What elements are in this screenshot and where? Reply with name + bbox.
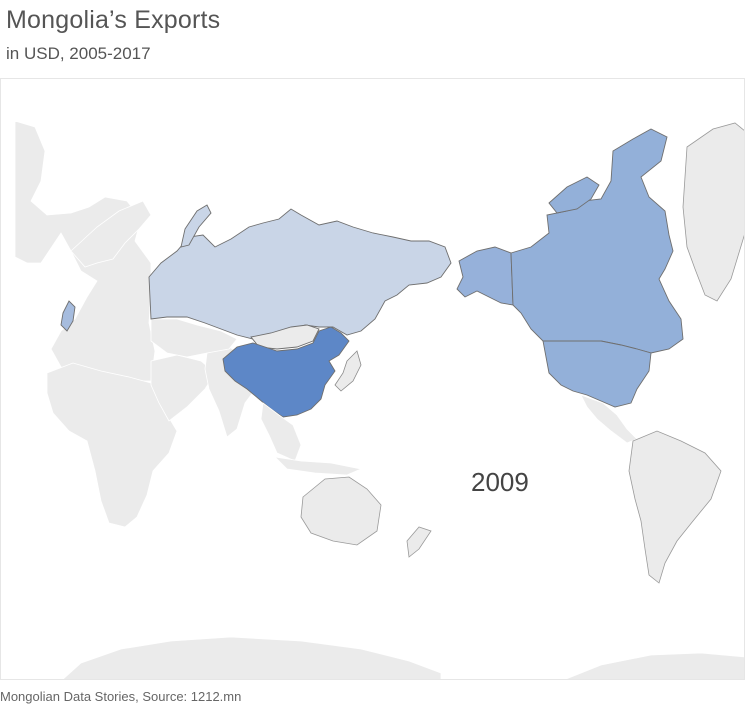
middle-east[interactable]	[150, 354, 216, 422]
novaya-zemlya[interactable]	[180, 204, 212, 248]
country-russia[interactable]	[148, 208, 452, 340]
south-america[interactable]	[628, 430, 722, 584]
source-footer: Mongolian Data Stories, Source: 1212.mn	[0, 689, 242, 704]
australia[interactable]	[300, 476, 382, 546]
arctic-islands[interactable]	[548, 176, 600, 214]
chart-subtitle: in USD, 2005-2017	[6, 44, 151, 63]
indonesia[interactable]	[273, 456, 363, 476]
central-asia[interactable]	[150, 318, 238, 358]
greenland[interactable]	[682, 122, 745, 302]
country-china[interactable]	[222, 326, 350, 418]
chart-title: Mongolia’s Exports	[6, 6, 221, 34]
country-united-kingdom[interactable]	[60, 300, 76, 332]
antarctica-east[interactable]	[561, 652, 745, 680]
antarctica[interactable]	[61, 636, 442, 680]
new-zealand[interactable]	[406, 526, 432, 558]
alaska[interactable]	[456, 246, 514, 306]
world-map[interactable]	[0, 78, 745, 680]
scandinavia[interactable]	[70, 200, 152, 268]
japan[interactable]	[334, 350, 362, 392]
central-america[interactable]	[580, 394, 638, 444]
year-label: 2009	[471, 467, 529, 497]
africa[interactable]	[46, 362, 178, 528]
country-united-states[interactable]	[542, 340, 652, 408]
country-canada[interactable]	[510, 128, 684, 354]
